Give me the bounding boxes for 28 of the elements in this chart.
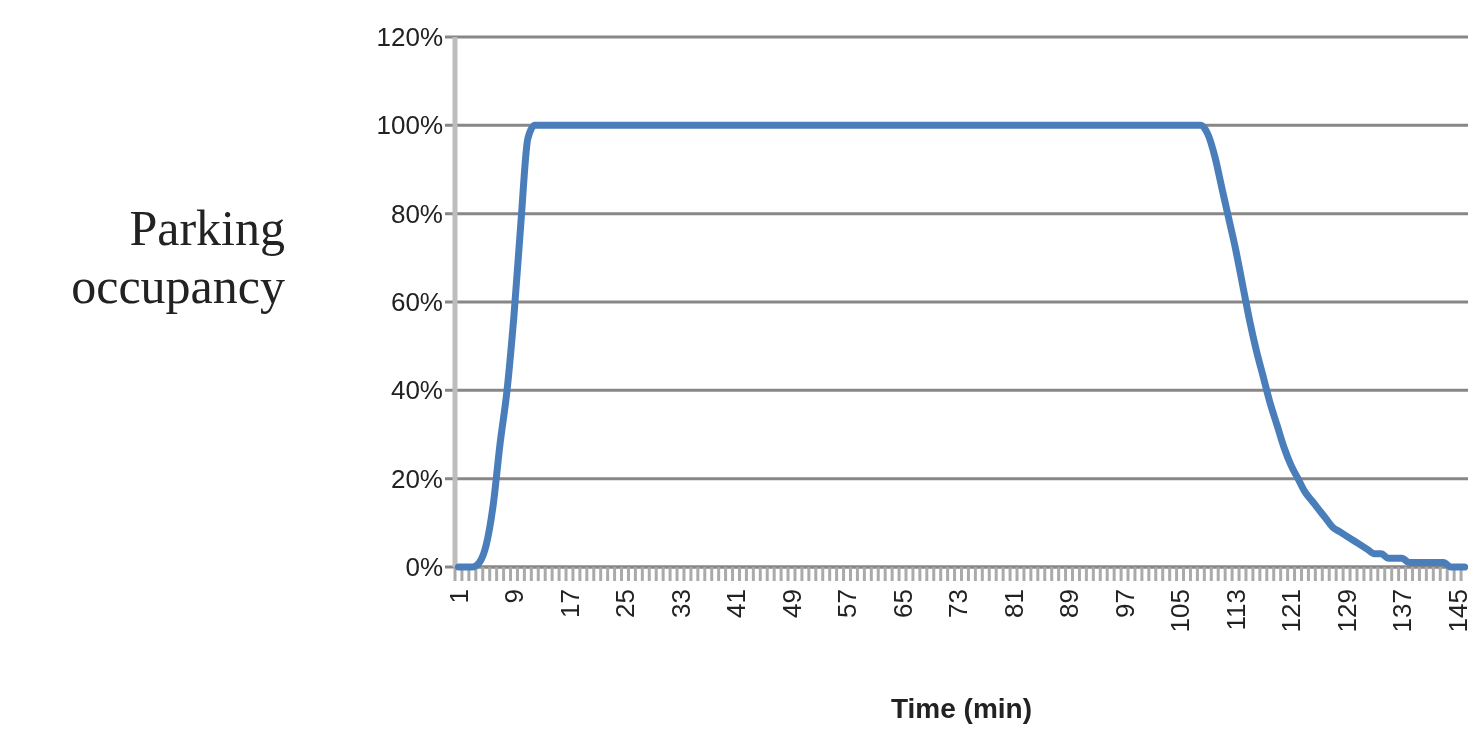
y-tick-label: 120%	[376, 22, 443, 53]
x-tick-label: 105	[1165, 589, 1196, 633]
x-tick-label: 121	[1276, 589, 1307, 633]
x-tick-label: 81	[998, 589, 1029, 618]
x-tick-label: 9	[499, 589, 530, 604]
x-tick-label: 65	[887, 589, 918, 618]
y-tick-label: 0%	[405, 552, 443, 583]
x-tick-label: 97	[1109, 589, 1140, 618]
x-tick-label: 113	[1220, 589, 1251, 631]
x-axis-title: Time (min)	[890, 693, 1033, 724]
x-tick-label: 73	[943, 589, 974, 618]
x-tick-label: 33	[665, 589, 696, 618]
x-tick-label: 137	[1387, 589, 1418, 633]
x-tick-label: 57	[832, 589, 863, 618]
x-tick-label: 41	[721, 589, 752, 618]
y-tick-label: 100%	[376, 110, 443, 141]
x-tick-label: 129	[1331, 589, 1362, 633]
y-tick-label: 80%	[390, 198, 443, 229]
y-tick-label: 60%	[390, 287, 443, 318]
x-tick-label: 49	[776, 589, 807, 618]
x-tick-label: 17	[554, 589, 585, 618]
x-tick-label: 1	[443, 589, 474, 604]
x-tick-label: 89	[1054, 589, 1085, 618]
x-tick-label: 25	[610, 589, 641, 618]
y-tick-label: 40%	[390, 375, 443, 406]
x-tick-label: 145	[1442, 589, 1468, 633]
y-tick-label: 20%	[390, 463, 443, 494]
y-axis-title: Parking occupancy	[71, 200, 285, 314]
